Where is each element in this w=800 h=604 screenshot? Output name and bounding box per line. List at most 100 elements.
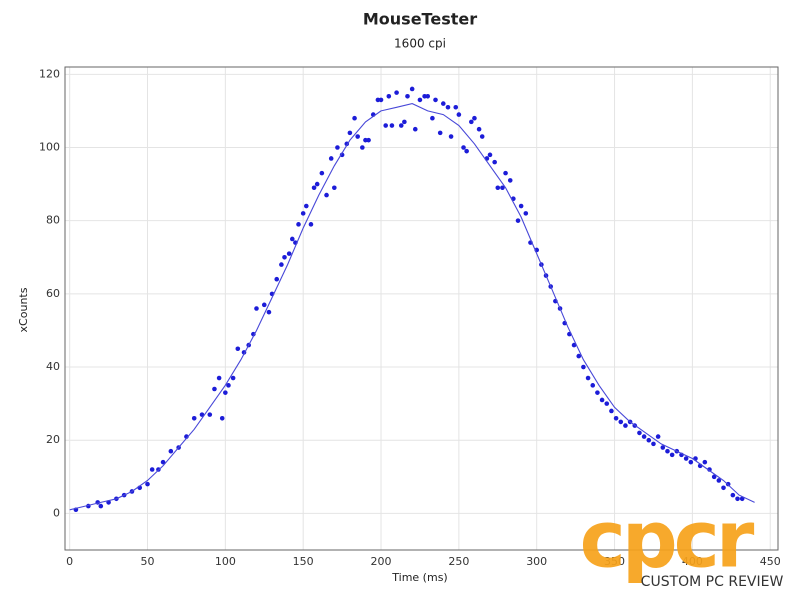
data-point: [207, 412, 213, 417]
data-point: [347, 130, 353, 136]
x-tick-label: 100: [215, 555, 236, 568]
data-point: [487, 152, 493, 158]
x-tick-label: 250: [448, 555, 469, 568]
data-point: [98, 503, 104, 509]
data-point: [212, 386, 217, 392]
data-point: [456, 112, 462, 117]
data-point: [254, 306, 259, 311]
data-point: [412, 126, 418, 132]
data-point: [637, 430, 642, 436]
data-point: [665, 448, 670, 454]
data-point: [590, 383, 596, 388]
data-point: [716, 478, 722, 483]
data-point: [646, 437, 652, 443]
data-point: [389, 123, 395, 128]
data-point: [168, 448, 174, 454]
data-point: [669, 452, 675, 458]
data-point: [655, 434, 661, 439]
data-point: [191, 415, 197, 421]
chart-subtitle: 1600 cpi: [394, 37, 446, 51]
data-point: [472, 115, 477, 121]
y-tick-label: 20: [46, 433, 60, 446]
data-point: [223, 390, 228, 395]
x-axis-label: Time (ms): [391, 571, 447, 584]
series-line: [69, 103, 755, 511]
data-point: [581, 364, 586, 370]
data-point: [445, 104, 451, 110]
data-point: [430, 115, 435, 121]
plot-area: 0 20 40 60 80 100 120 0 50 100 150 200 250 300 350 400 4…: [39, 66, 781, 568]
data-point: [332, 185, 337, 191]
data-point: [609, 408, 614, 414]
x-tick-label: 50: [141, 555, 155, 568]
data-point: [730, 492, 736, 498]
data-point: [405, 93, 410, 99]
data-point: [282, 254, 287, 260]
y-tick-label: 80: [46, 214, 60, 227]
data-point: [274, 276, 280, 282]
watermark-text: CUSTOM PC REVIEW: [641, 574, 784, 590]
data-point: [409, 86, 415, 92]
y-tick-label: 40: [46, 360, 60, 373]
data-point: [378, 97, 384, 103]
data-point: [500, 185, 505, 191]
data-point: [618, 419, 624, 425]
x-tick-label: 150: [293, 555, 314, 568]
data-point: [308, 222, 314, 227]
data-point: [707, 467, 712, 472]
data-point: [366, 137, 371, 143]
y-tick-label: 60: [46, 287, 60, 300]
x-tick-label: 350: [604, 555, 625, 568]
data-point: [437, 130, 443, 136]
y-tick-label: 0: [53, 506, 60, 519]
data-point: [604, 401, 610, 406]
data-point: [721, 485, 726, 491]
data-point: [469, 119, 474, 125]
data-point: [599, 397, 605, 403]
data-point: [289, 236, 295, 242]
data-point: [613, 415, 619, 421]
data-point: [623, 423, 628, 428]
data-point: [328, 156, 334, 161]
data-point: [683, 456, 689, 461]
data-point: [660, 445, 666, 450]
data-point: [386, 93, 392, 99]
x-tick-label: 450: [760, 555, 781, 568]
data-point: [216, 375, 222, 381]
data-point: [507, 178, 513, 183]
data-point: [360, 145, 365, 150]
data-point: [585, 375, 591, 381]
data-point: [149, 467, 155, 472]
data-point: [476, 126, 482, 132]
data-point: [286, 251, 292, 256]
data-point: [352, 115, 357, 121]
data-point: [235, 346, 241, 352]
data-point: [711, 474, 717, 480]
data-point: [303, 203, 309, 209]
y-axis-label: xCounts: [17, 287, 30, 332]
x-tick-label: 300: [526, 555, 547, 568]
data-point: [495, 185, 501, 191]
data-point: [324, 192, 329, 198]
data-point: [576, 353, 582, 359]
data-point: [314, 181, 320, 187]
data-point: [503, 170, 508, 176]
data-point: [641, 434, 647, 439]
data-point: [279, 262, 284, 267]
chart-title: MouseTester: [363, 10, 477, 29]
data-point: [226, 383, 231, 388]
data-point: [402, 119, 407, 125]
data-point: [479, 134, 485, 139]
x-tick-label: 400: [682, 555, 703, 568]
data-point: [492, 159, 497, 165]
data-point: [518, 203, 524, 209]
data-point: [461, 145, 466, 150]
watermark: cpcr CUSTOM PC REVIEW: [580, 495, 784, 590]
data-point: [464, 148, 469, 154]
data-point: [425, 93, 431, 99]
data-point: [515, 218, 521, 223]
data-point: [688, 459, 694, 465]
data-point: [571, 342, 577, 348]
x-tick-label: 0: [66, 555, 73, 568]
